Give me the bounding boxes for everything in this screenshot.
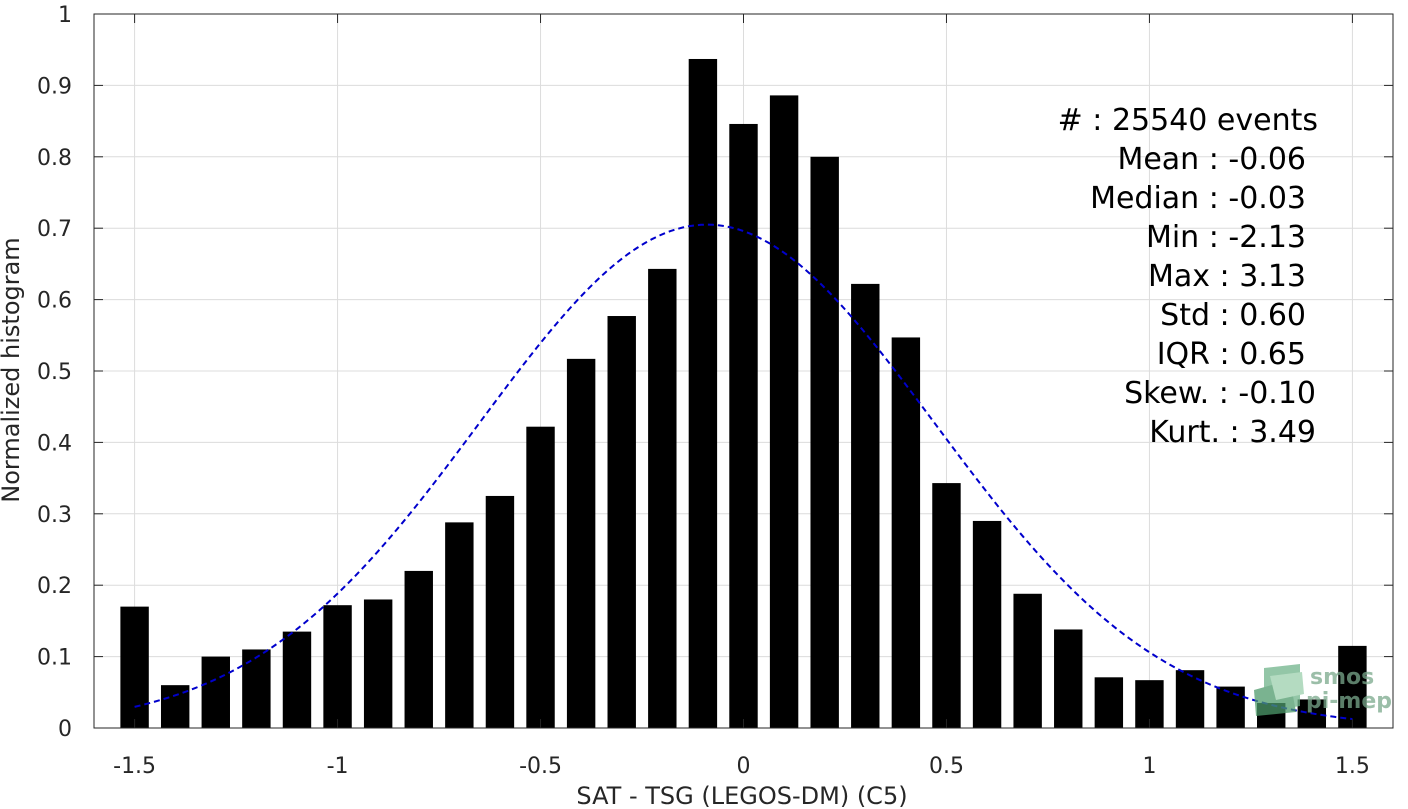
watermark-line-2: pi-mep xyxy=(1306,689,1392,714)
y-tick-label: 0.9 xyxy=(37,74,72,99)
x-tick-label: -0.5 xyxy=(519,754,562,779)
x-tick-label: -1 xyxy=(327,754,349,779)
stats-line: # : 25540 events xyxy=(1058,103,1318,138)
x-tick-label: 0.5 xyxy=(929,754,964,779)
x-tick-label: -1.5 xyxy=(113,754,156,779)
axes-frame xyxy=(93,13,1394,729)
gaussian-fit xyxy=(134,223,1353,721)
histogram-bar xyxy=(729,123,758,729)
stats-line: Skew. : -0.10 xyxy=(1124,376,1316,411)
y-tick-label: 0.5 xyxy=(37,360,72,385)
histogram-bar xyxy=(1013,593,1042,728)
histogram-bar xyxy=(648,268,677,728)
histogram-bar xyxy=(891,337,921,728)
histogram-bar xyxy=(851,283,880,728)
stats-line: Kurt. : 3.49 xyxy=(1149,415,1316,450)
stats-line: IQR : 0.65 xyxy=(1157,337,1306,372)
histogram-bar xyxy=(363,599,393,728)
tick-labels: -1.5 -1 -0.5 0 0.5 1 1.5 0 0.1 0.2 0.3 0.4 0.5 0.6 0.7… xyxy=(37,3,1370,779)
watermark-logo-icon xyxy=(1254,664,1304,716)
y-axis-title: Normalized histogram xyxy=(0,237,25,502)
histogram-bar xyxy=(972,520,1002,728)
histogram-bar xyxy=(404,570,433,728)
histogram-bar xyxy=(1216,686,1245,728)
y-tick-label: 0.6 xyxy=(37,289,72,314)
x-tick-label: 1 xyxy=(1142,754,1156,779)
stats-line: Min : -2.13 xyxy=(1146,220,1306,255)
histogram-bar xyxy=(769,95,799,728)
x-axis-title: SAT - TSG (LEGOS-DM) (C5) xyxy=(576,782,907,809)
histogram-bar xyxy=(1054,629,1083,728)
y-tick-label: 0.8 xyxy=(37,146,72,171)
x-tick-label: 1.5 xyxy=(1335,754,1370,779)
histogram-bar xyxy=(810,156,839,729)
histogram-bars xyxy=(120,58,1367,729)
y-tick-label: 0.2 xyxy=(37,574,72,599)
histogram-bar xyxy=(201,656,230,728)
statistics-box: # : 25540 events Mean : -0.06 Median : -0.… xyxy=(1058,103,1318,450)
histogram-bar xyxy=(566,358,596,728)
histogram-bar xyxy=(932,483,961,728)
y-tick-label: 0.3 xyxy=(37,503,72,528)
histogram-bar xyxy=(688,58,718,729)
watermark-line-1: smos xyxy=(1310,665,1374,690)
histogram-bar xyxy=(323,605,352,728)
gaussian-fit-line xyxy=(134,223,1353,721)
y-tick-label: 1 xyxy=(58,3,72,28)
smos-pi-mep-watermark: smos pi-mep xyxy=(1254,664,1392,716)
y-tick-label: 0.1 xyxy=(37,646,72,671)
x-tick-label: 0 xyxy=(737,754,751,779)
histogram-bar xyxy=(445,522,474,728)
axes xyxy=(93,13,1394,729)
stats-line: Std : 0.60 xyxy=(1160,298,1306,333)
stats-line: Max : 3.13 xyxy=(1148,259,1306,294)
histogram-bar xyxy=(1094,677,1124,728)
histogram-bar xyxy=(485,495,515,728)
stats-line: Mean : -0.06 xyxy=(1117,142,1306,177)
y-tick-label: 0.4 xyxy=(37,431,72,456)
histogram-bar xyxy=(1175,670,1205,728)
histogram-bar xyxy=(242,649,271,728)
histogram-bar xyxy=(1338,645,1367,728)
histogram-bar xyxy=(282,631,312,728)
y-tick-label: 0 xyxy=(58,717,72,742)
y-tick-label: 0.7 xyxy=(37,217,72,242)
histogram-bar xyxy=(120,606,149,728)
histogram-bar xyxy=(607,316,636,728)
histogram-bar xyxy=(526,426,555,728)
stats-line: Median : -0.03 xyxy=(1090,181,1306,216)
